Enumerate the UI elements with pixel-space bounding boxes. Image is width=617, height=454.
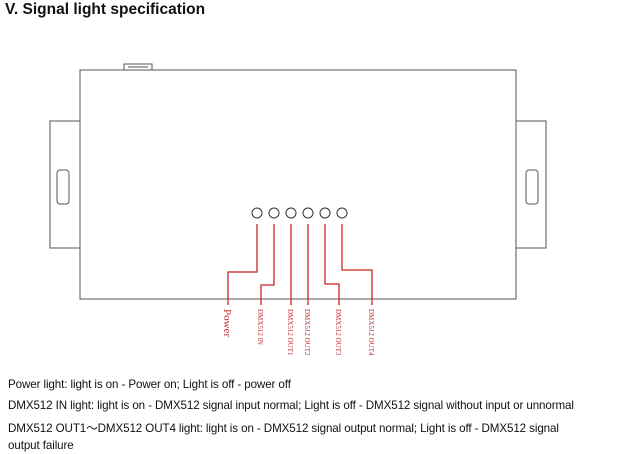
label-dmx512-out1: DMX512 OUT1 (286, 309, 294, 356)
label-dmx512-out4: DMX512 OUT4 (367, 309, 375, 356)
label-dmx512-in: DMX512 IN (256, 309, 264, 345)
desc-dmx512-in-light: DMX512 IN light: light is on - DMX512 si… (8, 399, 574, 412)
desc-power-light: Power light: light is on - Power on; Lig… (8, 378, 291, 391)
led-dmx512-out4 (336, 207, 348, 219)
led-dmx512-in (268, 207, 280, 219)
right-mounting-slot (525, 169, 539, 205)
desc-dmx512-out-lights: DMX512 OUT1～DMX512 OUT4 light: light is … (8, 422, 559, 435)
led-dmx512-out2 (302, 207, 314, 219)
device-body (79, 69, 517, 300)
led-dmx512-out3 (319, 207, 331, 219)
leader-dmx512-out3 (324, 224, 340, 305)
leader-power (227, 224, 258, 305)
led-dmx512-out1 (285, 207, 297, 219)
label-power: Power (221, 309, 233, 337)
leader-dmx512-out4 (341, 224, 373, 305)
label-dmx512-out3: DMX512 OUT3 (334, 309, 342, 356)
leader-dmx512-in (260, 224, 275, 305)
left-mounting-slot (56, 169, 70, 205)
desc-dmx512-out-lights-cont: output failure (8, 439, 74, 452)
section-heading: V. Signal light specification (5, 1, 206, 18)
label-dmx512-out2: DMX512 OUT2 (303, 309, 311, 356)
right-mounting-ear (515, 120, 547, 249)
left-mounting-ear (49, 120, 81, 249)
led-power (251, 207, 263, 219)
